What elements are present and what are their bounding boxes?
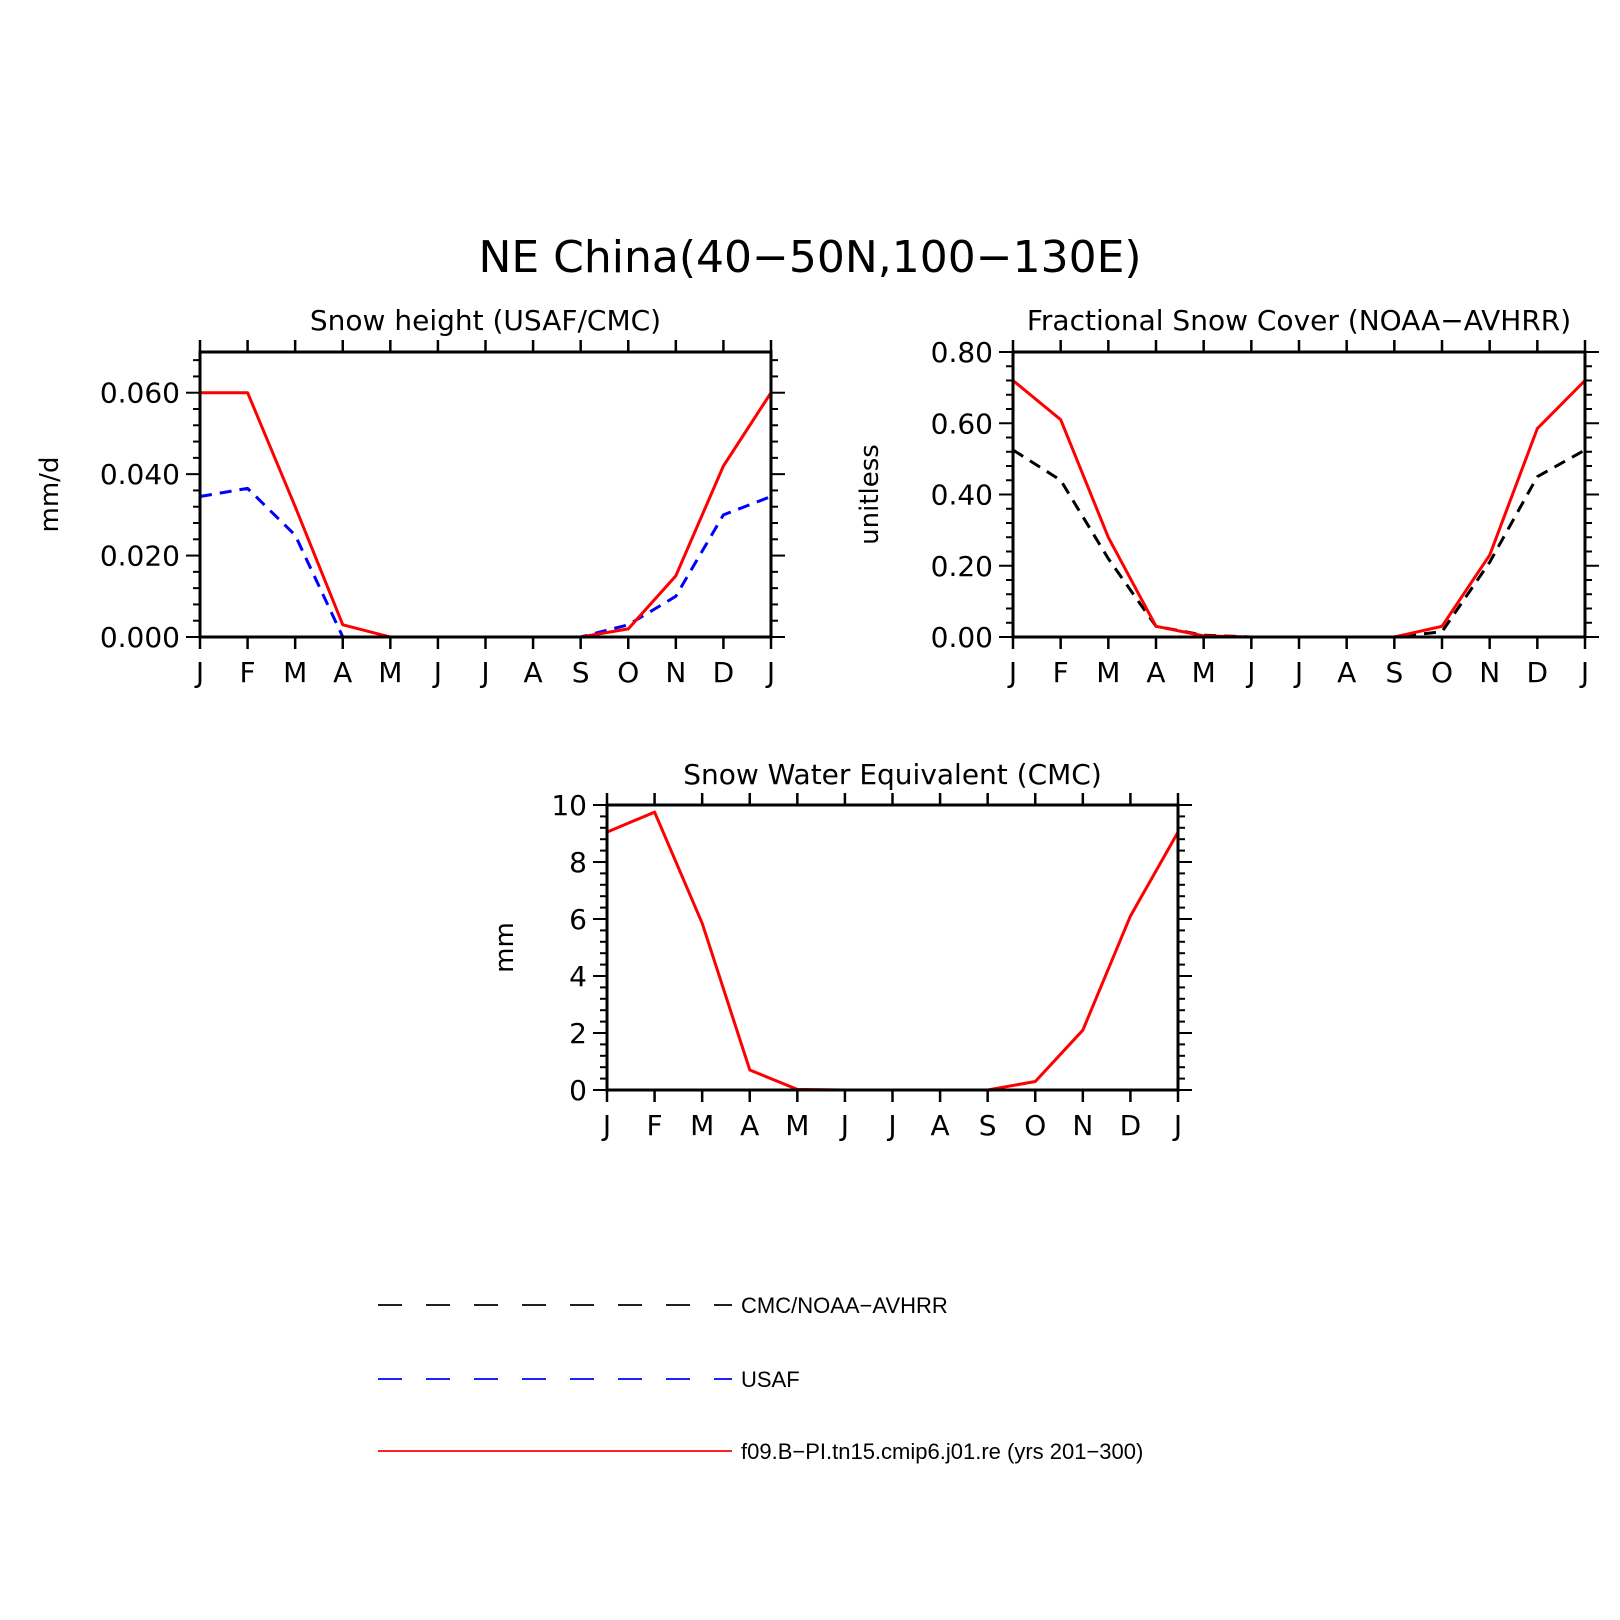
x-tick-label: F [647,1109,663,1142]
x-tick-label: N [665,656,686,689]
plot-frame [198,350,773,639]
x-tick-label: M [378,656,402,689]
x-tick-label: A [1146,656,1165,689]
y-tick-label: 0.000 [100,621,180,654]
x-tick-label: O [1431,656,1453,689]
series-line-2 [199,486,772,639]
y-tick-label: 4 [569,960,587,993]
y-tick-label: 0.020 [100,540,180,573]
x-tick-label: M [1192,656,1216,689]
x-tick-label: J [432,656,442,689]
x-tick-label: A [740,1109,759,1142]
legend: CMC/NOAA−AVHRR USAF f09.B−PI.tn15.cmip6.j0… [378,1293,1143,1464]
x-tick-label: J [839,1109,849,1142]
y-tick-label: 0.060 [100,377,180,410]
x-tick-label: J [194,656,204,689]
x-tick-label: A [931,1109,950,1142]
y-tick-label: 0.40 [931,479,993,512]
x-tick-label: M [1096,656,1120,689]
x-tick-label: A [524,656,543,689]
x-tick-label: J [479,656,489,689]
y-tick-label: 0.20 [931,550,993,583]
legend-label: f09.B−PI.tn15.cmip6.j01.re (yrs 201−300) [741,1439,1143,1464]
x-tick-label: S [979,1109,997,1142]
y-axis-label: unitless [855,444,885,545]
y-axis-label: mm [490,922,520,973]
series-line-2 [606,810,1180,1092]
x-tick-label: J [1007,656,1017,689]
panel-title: Snow height (USAF/CMC) [310,304,661,337]
series-line-3 [200,391,773,639]
y-tick-label: 0.00 [931,621,993,654]
x-tick-label: J [1245,656,1255,689]
x-tick-label: O [1024,1109,1046,1142]
x-tick-label: J [1293,656,1303,689]
x-tick-label: A [333,656,352,689]
x-tick-label: M [283,656,307,689]
x-tick-label: O [617,656,639,689]
panel-title: Fractional Snow Cover (NOAA−AVHRR) [1027,304,1571,337]
y-tick-label: 6 [569,903,587,936]
x-tick-label: J [886,1109,896,1142]
series-line-2 [1012,379,1587,639]
plot-frame [1011,350,1587,639]
panel-1: Snow height (USAF/CMC)mm/dJ F M A M J J A S O N D J0… [35,304,785,689]
panel-2: Fractional Snow Cover (NOAA−AVHRR) unitle… [855,304,1599,689]
x-tick-label: M [785,1109,809,1142]
panel-3: Snow Water Equivalent (CMC)mmJ F M A M J J A S O N… [490,758,1192,1142]
y-tick-label: 8 [569,846,587,879]
x-tick-label: J [1579,656,1589,689]
x-tick-label: J [1172,1109,1182,1142]
y-tick-label: 0.80 [931,336,993,369]
legend-item-1: CMC/NOAA−AVHRR [378,1293,948,1318]
y-tick-label: 0.60 [931,407,993,440]
x-tick-label: M [690,1109,714,1142]
y-tick-label: 2 [569,1017,587,1050]
plots: Snow height (USAF/CMC)mm/dJ F M A M J J A S O N D J0… [35,304,1599,1142]
legend-item-3: f09.B−PI.tn15.cmip6.j01.re (yrs 201−300) [378,1439,1143,1464]
figure-title: NE China(40−50N,100−130E) [478,232,1141,283]
x-tick-label: J [765,656,775,689]
x-tick-label: S [1385,656,1403,689]
legend-label: USAF [741,1367,800,1392]
x-tick-label: D [1527,656,1549,689]
legend-item-2: USAF [378,1367,800,1392]
x-tick-label: D [713,656,735,689]
y-tick-label: 0 [569,1074,587,1107]
y-tick-label: 0.040 [100,458,180,491]
x-tick-label: F [240,656,256,689]
plot-frame [605,803,1180,1092]
legend-label: CMC/NOAA−AVHRR [741,1293,948,1318]
x-tick-label: D [1120,1109,1142,1142]
panel-title: Snow Water Equivalent (CMC) [683,758,1102,791]
y-tick-label: 10 [551,789,587,822]
x-tick-label: N [1479,656,1500,689]
x-tick-label: J [601,1109,611,1142]
x-tick-label: A [1337,656,1356,689]
x-tick-label: S [572,656,590,689]
series-line-1 [1012,448,1586,639]
y-axis-label: mm/d [35,457,65,533]
x-tick-label: N [1072,1109,1093,1142]
x-tick-label: F [1053,656,1069,689]
